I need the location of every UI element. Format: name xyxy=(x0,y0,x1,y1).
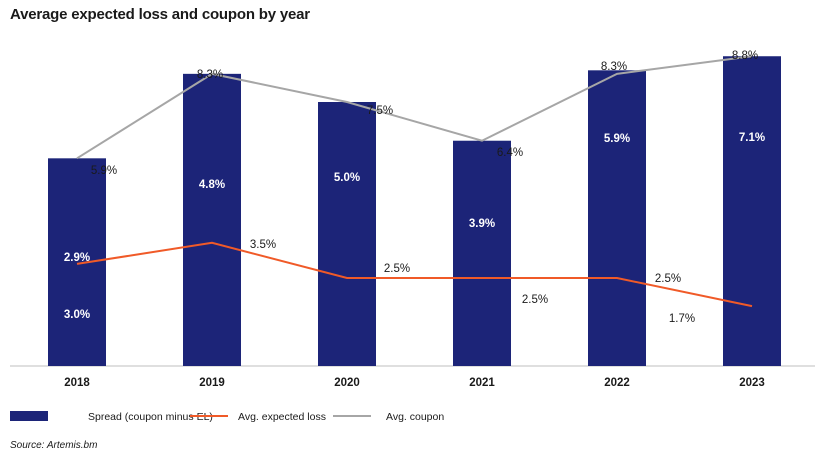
spread-bar-2021 xyxy=(453,140,511,366)
legend-label-spread: Spread (coupon minus EL) xyxy=(88,411,213,423)
x-tick-label-2021: 2021 xyxy=(469,377,495,389)
spread-bar-2018 xyxy=(48,158,106,366)
chart-legend: Spread (coupon minus EL) Avg. expected lo… xyxy=(10,411,444,423)
x-tick-label-2018: 2018 xyxy=(64,377,90,389)
spread-bar-2020 xyxy=(318,102,376,366)
expected-loss-label-2021: 2.5% xyxy=(522,294,548,306)
coupon-label-2022: 8.3% xyxy=(601,61,627,73)
coupon-label-2019: 8.3% xyxy=(197,69,223,81)
legend-label-expected-loss: Avg. expected loss xyxy=(238,411,326,423)
spread-label-2018: 3.0% xyxy=(64,309,90,321)
expected-loss-label-2019: 3.5% xyxy=(250,239,276,251)
x-tick-label-2020: 2020 xyxy=(334,377,360,389)
legend-swatch-spread xyxy=(10,411,48,421)
x-tick-label-2022: 2022 xyxy=(604,377,630,389)
coupon-label-2021: 6.4% xyxy=(497,147,523,159)
spread-label-2023: 7.1% xyxy=(739,132,765,144)
spread-bar-2019 xyxy=(183,73,241,366)
expected-loss-line xyxy=(76,241,753,308)
chart-marks: 3.0% 4.8% 5.0% 3.9% 5.9% 7.1% 2.9% 3.5% 2.5% 2.5%… xyxy=(10,50,815,389)
expected-loss-label-2022: 2.5% xyxy=(655,273,681,285)
expected-loss-label-2023: 1.7% xyxy=(669,313,695,325)
spread-label-2019: 4.8% xyxy=(199,179,225,191)
spread-label-2021: 3.9% xyxy=(469,218,495,230)
coupon-label-2023: 8.8% xyxy=(732,50,758,62)
x-tick-label-2019: 2019 xyxy=(199,377,225,389)
coupon-label-2020: 7.5% xyxy=(367,105,393,117)
spread-bar-2022 xyxy=(588,70,646,366)
coupon-line xyxy=(76,55,753,160)
coupon-label-2018: 5.9% xyxy=(91,165,117,177)
spread-label-2022: 5.9% xyxy=(604,133,630,145)
chart-title: Average expected loss and coupon by year xyxy=(10,6,310,23)
source-note: Source: Artemis.bm xyxy=(10,440,98,451)
expected-loss-label-2020: 2.5% xyxy=(384,263,410,275)
spread-bar-2023 xyxy=(723,56,781,367)
spread-label-2020: 5.0% xyxy=(334,172,360,184)
x-tick-label-2023: 2023 xyxy=(739,377,765,389)
expected-loss-label-2018: 2.9% xyxy=(64,252,90,264)
legend-label-coupon: Avg. coupon xyxy=(386,411,444,423)
